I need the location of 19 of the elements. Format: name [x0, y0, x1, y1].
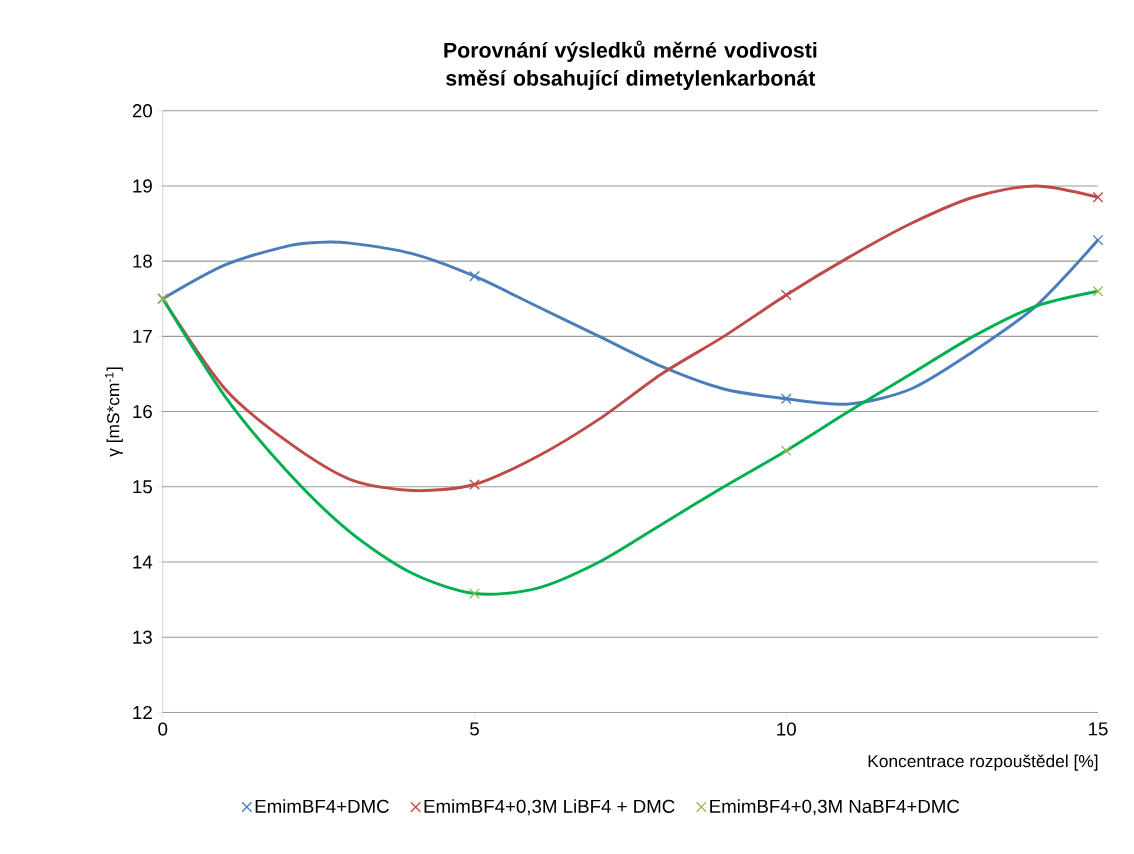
x-tick-label: 15 — [1089, 722, 1108, 736]
y-tick-label: 20 — [132, 104, 152, 118]
y-tick-label: 12 — [133, 705, 152, 720]
y-tick-label: 18 — [133, 254, 152, 268]
legend-label: EmimBF4+DMC — [255, 799, 389, 814]
y-tick-label: 17 — [133, 330, 152, 343]
legend-label: EmimBF4+0,3M LiBF4 + DMC — [424, 799, 675, 816]
y-tick-label: 19 — [133, 179, 152, 193]
y-tick-label: 15 — [133, 480, 152, 494]
chart-title: Porovnání výsledků měrné vodivosti směsí obsahující dimetylenkarbonát — [444, 40, 817, 91]
x-tick-label: 5 — [470, 722, 479, 736]
y-tick-label: 16 — [133, 405, 152, 419]
y-tick-label: 13 — [133, 630, 152, 644]
x-tick-label: 0 — [158, 722, 168, 736]
x-axis-title: Koncentrace rozpouštědel [%] — [868, 754, 1098, 771]
y-axis-title: γ [mS*cm$^{-1}$] — [105, 367, 123, 457]
y-tick-label: 14 — [133, 555, 153, 569]
x-tick-label: 10 — [777, 722, 796, 736]
legend-label: EmimBF4+0,3M NaBF4+DMC — [710, 799, 960, 816]
